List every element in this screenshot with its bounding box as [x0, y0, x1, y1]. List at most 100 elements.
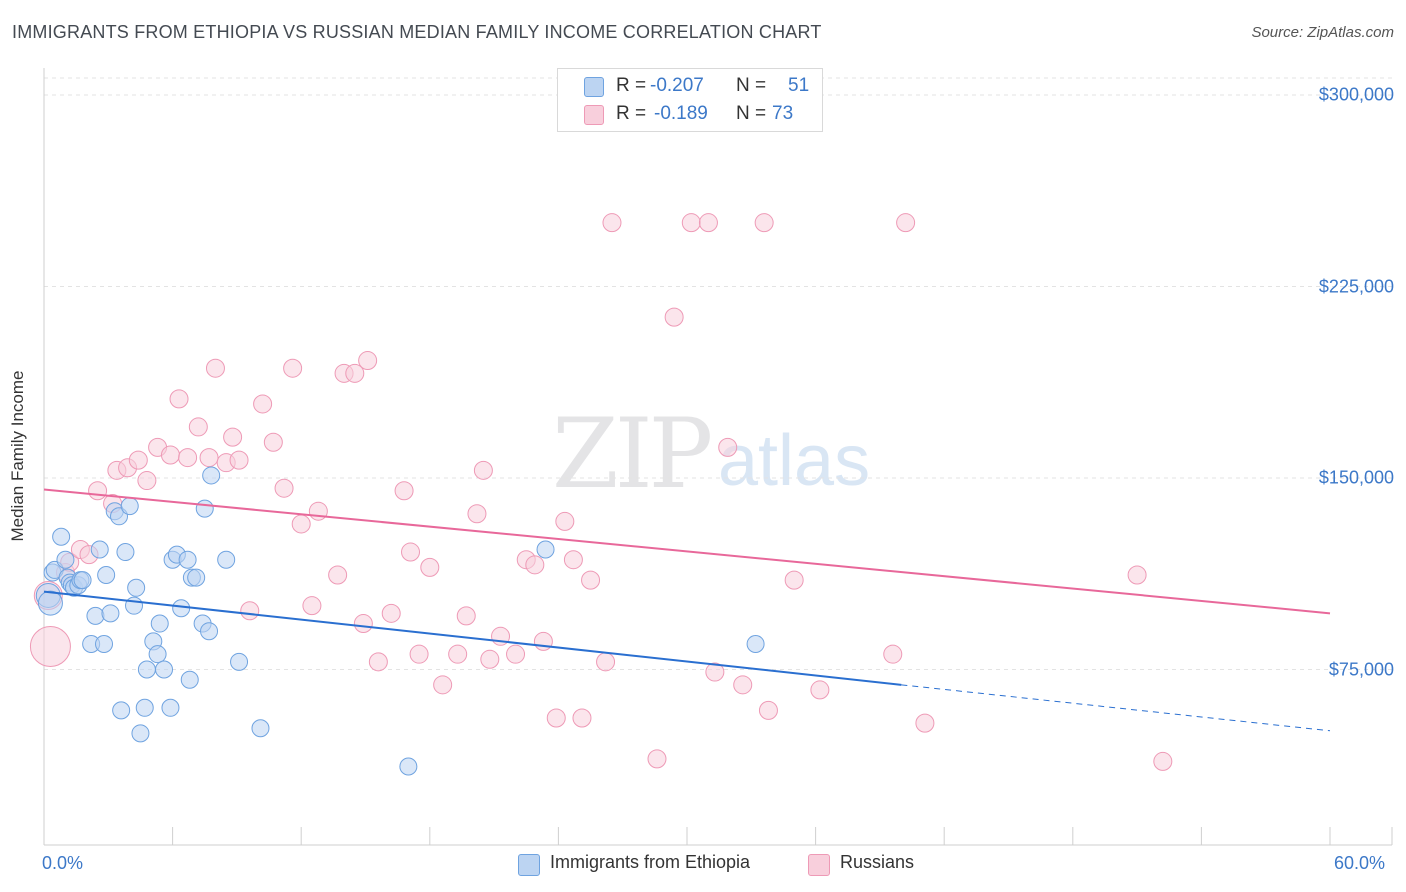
source-credit: Source: ZipAtlas.com [1251, 24, 1394, 41]
ethiopia-point [180, 670, 199, 689]
ethiopia-point [172, 599, 191, 618]
gridlines [44, 77, 1392, 670]
ethiopia-point [195, 499, 214, 518]
y-tick-label: $300,000 [1318, 84, 1394, 105]
russians-point [420, 557, 440, 577]
r-value: -0.207 [650, 75, 704, 96]
ethiopia-point [148, 645, 167, 664]
ethiopia-point [52, 527, 71, 546]
stats-legend-row-russians: R = -0.189 N = 73 [558, 100, 822, 128]
ethiopia-point [127, 578, 146, 597]
russians-point [456, 606, 476, 626]
russians-point [915, 713, 935, 733]
ethiopia-point [112, 701, 131, 720]
russians-point [240, 601, 260, 621]
ethiopia-point [56, 550, 75, 569]
russians-point [353, 614, 373, 634]
russians-point [546, 708, 566, 728]
russians-point [291, 514, 311, 534]
y-tick-label: $150,000 [1318, 467, 1394, 488]
russians-point [433, 675, 453, 695]
russians-point [664, 307, 684, 327]
russians-point [160, 445, 180, 465]
r-label: R = [616, 75, 647, 96]
ethiopia-point [746, 634, 765, 653]
ethiopia-point [536, 540, 555, 559]
russians-point [896, 213, 916, 233]
ethiopia-point [90, 540, 109, 559]
russians-point [572, 708, 592, 728]
russians-point [448, 644, 468, 664]
ethiopia-point [95, 634, 114, 653]
ethiopia-point [178, 550, 197, 569]
ethiopia-point [187, 568, 206, 587]
russians-point [1153, 751, 1173, 771]
ethiopia-point [125, 596, 144, 615]
stats-legend: R = -0.207 N = 51 R = -0.189 N = 73 [557, 68, 823, 132]
russians-point [229, 450, 249, 470]
ethiopia-point [202, 466, 221, 485]
russians-point [188, 417, 208, 437]
russians-point [274, 478, 294, 498]
n-value: 73 [772, 103, 794, 124]
legend-label-ethiopia: Immigrants from Ethiopia [550, 852, 751, 872]
russians-point [718, 437, 738, 457]
ethiopia-point [131, 724, 150, 743]
ethiopia-point [200, 622, 219, 641]
ethiopia-point [101, 604, 120, 623]
ethiopia-point [150, 614, 169, 633]
russians-point [328, 565, 348, 585]
ethiopia-point [86, 606, 105, 625]
russians-point [29, 626, 71, 668]
russians-point [263, 432, 283, 452]
russians-point [506, 644, 526, 664]
russians-trend-line [43, 488, 1331, 615]
russians-point [199, 448, 219, 468]
stats-legend-row-ethiopia: R = -0.207 N = 51 [558, 72, 822, 100]
ethiopia-swatch [518, 854, 540, 876]
y-axis-label: Median Family Income [8, 370, 27, 542]
ethiopia-point [251, 719, 270, 738]
n-label: N = [736, 75, 767, 96]
trend-lines [43, 488, 1331, 732]
russians-point [178, 448, 198, 468]
russians-point [810, 680, 830, 700]
ethiopia-trend-line [43, 590, 902, 686]
russians-point [555, 511, 575, 531]
chart-title: IMMIGRANTS FROM ETHIOPIA VS RUSSIAN MEDI… [12, 22, 822, 42]
russians-point [381, 603, 401, 623]
russians-point [409, 644, 429, 664]
russians-point [581, 570, 601, 590]
r-label: R = [616, 103, 647, 124]
ethiopia-point [137, 660, 156, 679]
n-value: 51 [788, 75, 810, 96]
russians-swatch [808, 854, 830, 876]
x-tick-label-max: 60.0% [1334, 853, 1386, 873]
y-tick-label: $225,000 [1318, 276, 1394, 296]
ethiopia-swatch [584, 77, 604, 97]
ethiopia-point [116, 543, 135, 562]
legend-label-russians: Russians [840, 852, 915, 872]
russians-point [647, 749, 667, 769]
axes [43, 68, 1393, 846]
russians-point [602, 213, 622, 233]
x-tick-label-min: 0.0% [42, 853, 84, 873]
russians-point [883, 644, 903, 664]
russians-point [473, 460, 493, 480]
russians-point [563, 550, 583, 570]
russians-point [681, 213, 701, 233]
y-tick-label: $75,000 [1328, 659, 1394, 679]
russians-point [733, 675, 753, 695]
ethiopia-point [135, 698, 154, 717]
ethiopia-point [37, 590, 63, 616]
russians-point [705, 662, 725, 682]
ethiopia-point [73, 571, 92, 590]
russians-point [698, 213, 718, 233]
n-label: N = [736, 103, 767, 124]
watermark-zip: ZIP [552, 398, 713, 510]
ethiopia-points [35, 466, 765, 776]
russians-point [253, 394, 273, 414]
ethiopia-point [155, 660, 174, 679]
russians-point [205, 358, 225, 378]
russians-point [394, 481, 414, 501]
